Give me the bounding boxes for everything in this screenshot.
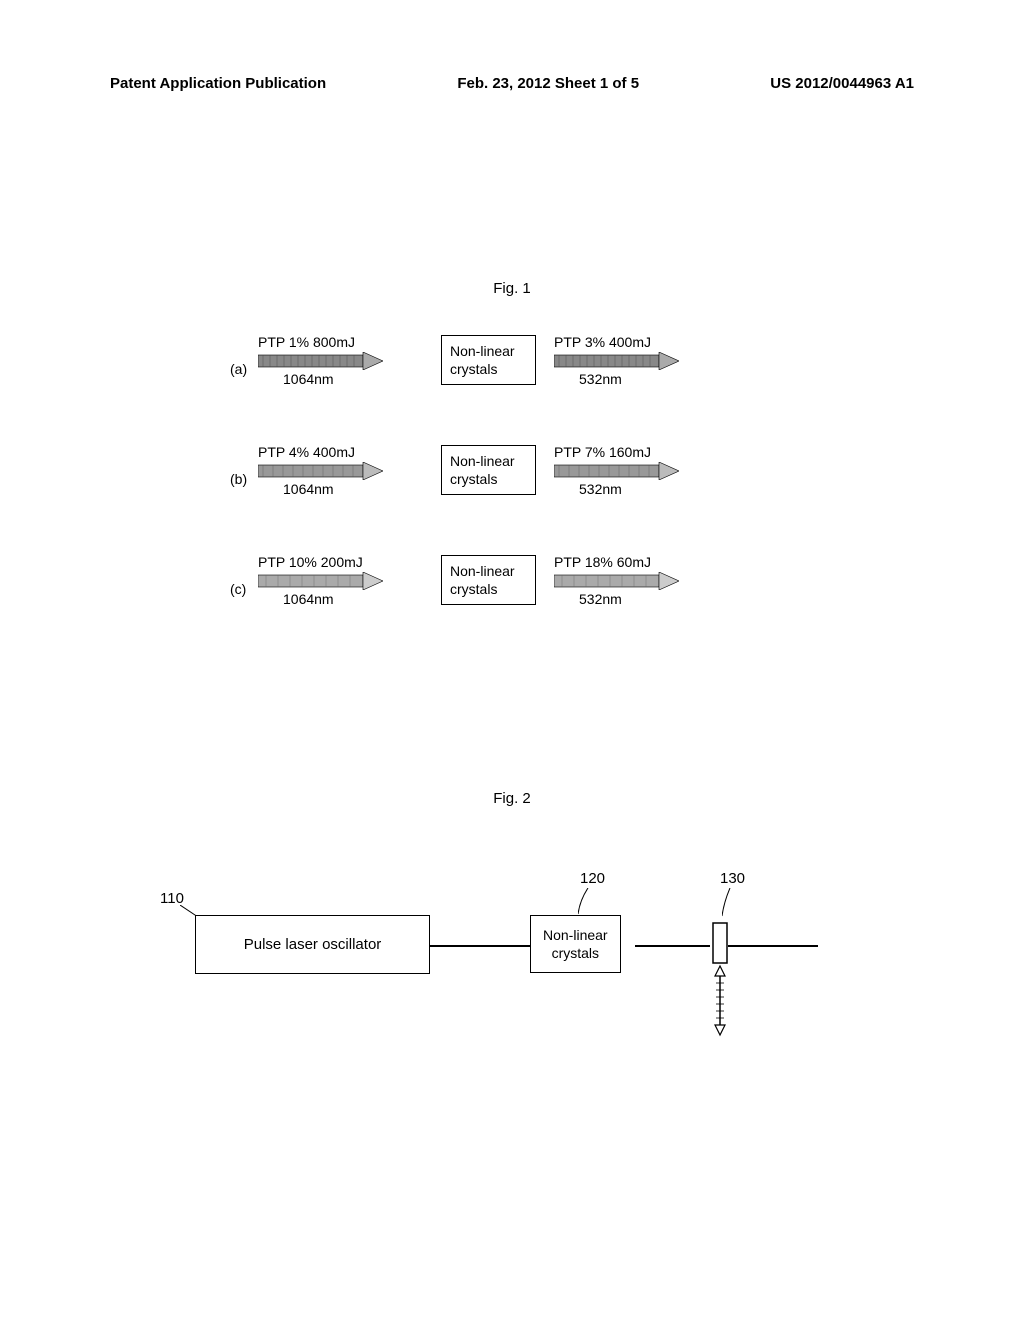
crystal-line1: Non-linear	[450, 563, 515, 579]
signal-right-top: PTP 7% 160mJ	[554, 444, 719, 460]
crystal-line1: Non-linear	[450, 453, 515, 469]
signal-right-bottom: 532nm	[554, 481, 719, 497]
fig1-container: (a) PTP 1% 800mJ 1064nm Non-linear cryst…	[230, 320, 790, 650]
signal-left-top: PTP 10% 200mJ	[258, 554, 423, 570]
header-left: Patent Application Publication	[110, 75, 326, 92]
signal-right: PTP 7% 160mJ 532nm	[554, 444, 719, 497]
fig1-row-a: (a) PTP 1% 800mJ 1064nm Non-linear cryst…	[230, 320, 790, 400]
crystal-line2: crystals	[552, 945, 599, 961]
connector-line	[430, 945, 530, 947]
signal-left-top: PTP 1% 800mJ	[258, 334, 423, 350]
crystal-line2: crystals	[450, 581, 497, 597]
signal-right-top: PTP 3% 400mJ	[554, 334, 719, 350]
signal-left: PTP 10% 200mJ 1064nm	[258, 554, 423, 607]
signal-left-bottom: 1064nm	[258, 591, 423, 607]
page-header: Patent Application Publication Feb. 23, …	[110, 75, 914, 92]
arrow-icon	[258, 572, 383, 590]
connector-line	[635, 945, 710, 947]
signal-left-bottom: 1064nm	[258, 481, 423, 497]
fig1-row-b: (b) PTP 4% 400mJ 1064nm Non-linear cryst…	[230, 430, 790, 510]
header-right: US 2012/0044963 A1	[770, 75, 914, 92]
signal-right-bottom: 532nm	[554, 591, 719, 607]
crystal-box-f2: Non-linear crystals	[530, 915, 621, 973]
crystal-box: Non-linear crystals	[441, 445, 536, 495]
crystal-line1: Non-linear	[450, 343, 515, 359]
ref-120: 120	[580, 870, 605, 887]
row-label: (a)	[230, 343, 258, 377]
arrow-icon	[554, 352, 679, 370]
arrow-icon	[554, 462, 679, 480]
ref-130: 130	[720, 870, 745, 887]
oscillator-label: Pulse laser oscillator	[244, 936, 382, 953]
crystal-line2: crystals	[450, 361, 497, 377]
signal-left-bottom: 1064nm	[258, 371, 423, 387]
ref-line-icon	[722, 888, 734, 918]
fig2-container: 110 Pulse laser oscillator 120 Non-linea…	[160, 860, 880, 1060]
arrow-icon	[554, 572, 679, 590]
row-label: (c)	[230, 563, 258, 597]
row-label: (b)	[230, 453, 258, 487]
signal-left-top: PTP 4% 400mJ	[258, 444, 423, 460]
fig1-row-c: (c) PTP 10% 200mJ 1064nm Non-linear crys…	[230, 540, 790, 620]
signal-right-bottom: 532nm	[554, 371, 719, 387]
arrow-icon	[258, 352, 383, 370]
header-center: Feb. 23, 2012 Sheet 1 of 5	[457, 75, 639, 92]
connector-line	[728, 945, 818, 947]
arrow-icon	[258, 462, 383, 480]
crystal-box: Non-linear crystals	[441, 555, 536, 605]
fig2-diagram: 110 Pulse laser oscillator 120 Non-linea…	[160, 860, 880, 1060]
oscillator-box: Pulse laser oscillator	[195, 915, 430, 974]
signal-right: PTP 18% 60mJ 532nm	[554, 554, 719, 607]
signal-left: PTP 1% 800mJ 1064nm	[258, 334, 423, 387]
signal-right-top: PTP 18% 60mJ	[554, 554, 719, 570]
attenuator-icon	[708, 918, 738, 1038]
crystal-line2: crystals	[450, 471, 497, 487]
crystal-box: Non-linear crystals	[441, 335, 536, 385]
ref-line-icon	[578, 888, 598, 916]
signal-left: PTP 4% 400mJ 1064nm	[258, 444, 423, 497]
crystal-line1: Non-linear	[543, 927, 608, 943]
fig2-title: Fig. 2	[0, 790, 1024, 807]
fig1-title: Fig. 1	[0, 280, 1024, 297]
signal-right: PTP 3% 400mJ 532nm	[554, 334, 719, 387]
